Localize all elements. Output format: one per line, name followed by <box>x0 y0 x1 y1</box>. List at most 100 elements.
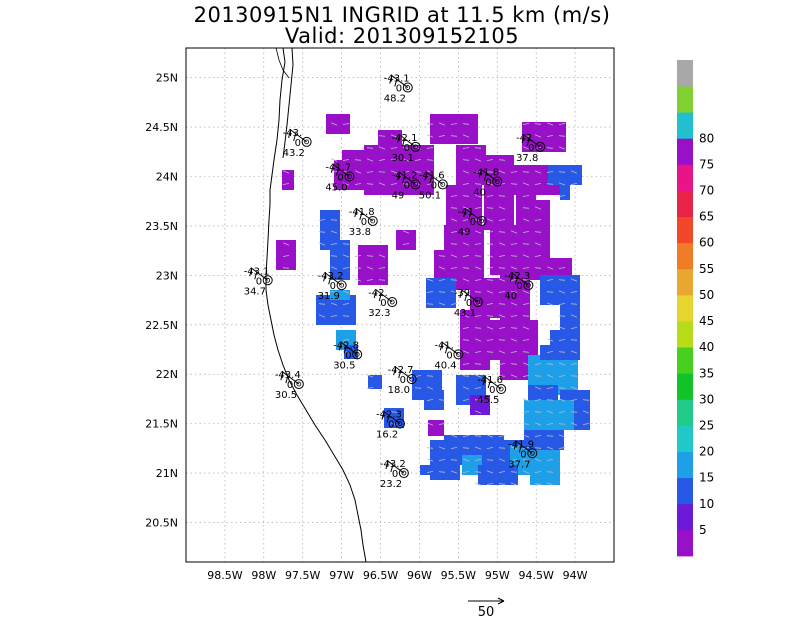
wind-vector <box>558 123 566 125</box>
wind-vector <box>414 387 422 389</box>
station-circle <box>387 297 398 308</box>
wind-vector <box>534 242 542 246</box>
station-circle <box>293 379 304 390</box>
wind-vector <box>402 171 410 173</box>
wind-vector <box>438 471 446 473</box>
wind-vector <box>522 398 530 402</box>
wind-vector <box>462 375 470 377</box>
sonde-height: 0 <box>337 173 343 184</box>
station-circle <box>472 297 483 308</box>
sonde-temperature: -41.2 <box>392 170 418 181</box>
wind-vector <box>462 435 470 437</box>
wind-vector <box>438 255 446 257</box>
wind-vector <box>486 434 494 438</box>
wind-vector <box>522 231 530 233</box>
wind-vector <box>474 266 482 270</box>
wind-vector <box>558 387 566 389</box>
wind-vector <box>426 303 434 305</box>
wind-speed-cell <box>490 225 520 275</box>
axis-tick-labels: 25N 24.5N 24N 23.5N 23N 22.5N 22N 21.5N 21N 20.5N… <box>145 72 587 582</box>
sonde-temperature: -41.7 <box>325 163 351 174</box>
wind-vector <box>558 171 566 173</box>
wind-speed-cell <box>500 350 530 380</box>
wind-vector <box>474 147 482 149</box>
wind-vector <box>462 350 470 354</box>
wind-vector <box>570 399 578 401</box>
wind-vector <box>498 483 506 485</box>
wind-vector <box>546 171 554 173</box>
wind-vector <box>474 387 482 389</box>
wind-vector <box>426 447 434 449</box>
sonde-dewpoint: 30.5 <box>333 360 355 371</box>
wind-vector <box>450 231 458 233</box>
station-circle <box>398 468 409 479</box>
wind-vector <box>426 399 434 401</box>
wind-vector <box>438 279 446 281</box>
wind-vector <box>498 206 506 210</box>
wind-vector <box>522 351 530 353</box>
wind-vector <box>498 255 506 257</box>
wind-vector <box>522 207 530 209</box>
wind-vector <box>366 183 374 185</box>
wind-vector <box>426 291 434 293</box>
wind-vector <box>282 267 290 269</box>
wind-vector <box>522 459 530 461</box>
wind-vector <box>522 362 530 366</box>
wind-vector <box>486 470 494 474</box>
lon-tick-label: 94.5W <box>518 569 553 582</box>
lagoon-shoreline <box>282 48 294 159</box>
wind-barb <box>356 208 374 222</box>
wind-vector <box>510 327 518 329</box>
wind-vector <box>354 170 362 174</box>
sonde-height: 0 <box>404 180 410 191</box>
colorbar-swatch <box>677 529 693 557</box>
sonde-temperature: -42.8 <box>333 340 359 351</box>
lon-tick-label: 98.5W <box>207 569 242 582</box>
lon-tick-label: 97W <box>329 569 354 582</box>
wind-barb <box>461 289 479 303</box>
wind-vector <box>498 363 506 365</box>
wind-vector <box>558 339 566 341</box>
wind-vector <box>546 471 554 473</box>
wind-vector <box>558 182 566 186</box>
sonde-height: 0 <box>516 281 522 292</box>
wind-vector <box>450 254 458 258</box>
wind-vector <box>570 327 578 329</box>
sonde-temperature: -41 <box>458 207 474 218</box>
wind-vector <box>522 423 530 425</box>
wind-vector <box>498 303 506 305</box>
sonde-height: 0 <box>520 449 526 460</box>
wind-vector <box>486 231 494 233</box>
wind-vector <box>522 339 530 341</box>
wind-vector <box>570 170 578 174</box>
wind-vector <box>474 291 482 293</box>
dropsonde-plots: -43.1048.2-43.043.2-42.1030.1-42037.8-41… <box>244 74 546 490</box>
colorbar-label: 40 <box>699 340 714 354</box>
wind-vector <box>546 338 554 342</box>
sonde-dewpoint: 45.0 <box>325 183 347 194</box>
wind-vector <box>402 230 410 234</box>
wind-barb <box>465 208 483 222</box>
colorbar-label: 35 <box>699 366 714 380</box>
wind-vector <box>462 458 470 462</box>
colorbar-label: 10 <box>699 497 714 511</box>
sonde-height: 0 <box>287 380 293 391</box>
wind-vector <box>498 278 506 282</box>
wind-vector <box>570 363 578 365</box>
colorbar-label: 60 <box>699 236 714 250</box>
colorbar-swatch <box>677 321 693 348</box>
wind-vector <box>462 386 470 390</box>
lon-tick-label: 98W <box>251 569 276 582</box>
sonde-height: 0 <box>446 350 452 361</box>
sonde-temperature: -43.1 <box>244 266 270 277</box>
wind-vector <box>498 242 506 246</box>
sonde-height: 0 <box>345 350 351 361</box>
wind-vector <box>474 482 482 486</box>
reference-vector-label: 50 <box>478 605 495 618</box>
wind-vector <box>546 302 554 306</box>
wind-speed-cell <box>426 278 456 308</box>
wind-vector <box>534 447 542 449</box>
wind-vector <box>510 291 518 293</box>
